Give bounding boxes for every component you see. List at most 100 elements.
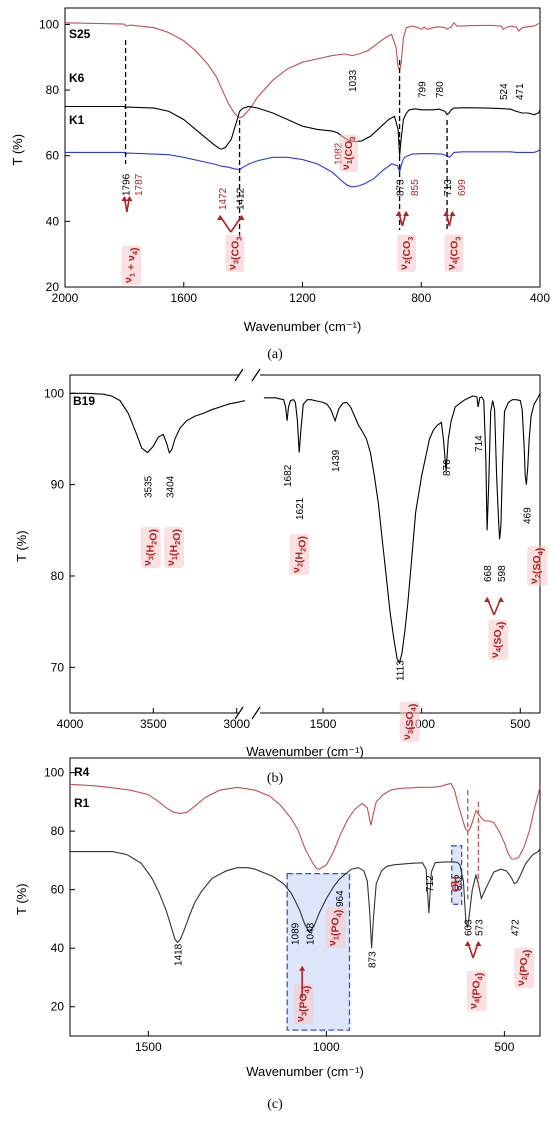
assignment-a-0-part: + ν [125, 255, 137, 273]
assignment-b-4-part: ν [489, 652, 501, 658]
assignment-b-0-highlight [140, 527, 161, 568]
panel-caption-a: (a) [267, 347, 283, 362]
y-tick-label-c: 80 [51, 824, 65, 838]
assignment-a-2-text: ν1(CO3 [340, 137, 357, 170]
assignment-b-2-highlight [289, 534, 310, 575]
series-line-b19-left [70, 392, 246, 454]
peak-label-a: 1472 [218, 187, 229, 210]
peak-label-c: 964 [335, 890, 346, 907]
peak-label-a: 524 [499, 83, 510, 100]
series-label-b19: B19 [73, 394, 95, 408]
x-tick-label-b: 1500 [310, 717, 337, 731]
arrow-a-4-head-right [449, 211, 456, 216]
assignment-b-3-text: ν3(SO4) [401, 704, 419, 740]
peak-label-b: 876 [442, 459, 453, 476]
peak-label-b: 714 [474, 435, 485, 452]
highlight-box-po4 [286, 872, 351, 1031]
assignment-b-0-part: ν [142, 560, 154, 566]
y-tick-label-c: 60 [51, 883, 65, 897]
series-line-s25 [64, 21, 541, 119]
peak-label-a: 471 [515, 83, 526, 100]
y-tick-label-c: 40 [51, 941, 65, 955]
assignment-b-5-highlight [527, 545, 548, 586]
assignment-c-3-sub: 4 [473, 998, 482, 1003]
axis-break-mark-b [234, 706, 244, 720]
assignment-c-2-part: OH [450, 876, 462, 892]
assignment-b-4-highlight [488, 619, 509, 660]
assignment-b-0-text: ν3(H2O) [142, 529, 160, 566]
y-tick-label-b: 80 [51, 569, 65, 583]
arrow-a-0-head-right [126, 196, 133, 201]
axis-break-mark-top-b [234, 368, 244, 382]
arrow-c-po4-head [299, 965, 306, 971]
assignment-c-4-highlight [514, 947, 535, 988]
y-axis-label-c: T (%) [14, 883, 29, 915]
assignment-c-0-highlight [293, 983, 314, 1024]
peak-label-a: 855 [410, 179, 421, 196]
arrow-c-head-right [475, 941, 482, 946]
assignment-a-0-sub: 1 [127, 273, 136, 277]
assignment-a-0-part: ν [122, 277, 134, 283]
x-tick-label-a: 1200 [289, 291, 316, 305]
assignment-c-3-text: ν4(PO4) [468, 973, 486, 1009]
arrow-a-1-head-left [216, 215, 223, 220]
assignment-c-3-part: (PO [471, 980, 483, 999]
peak-label-a: 1412 [236, 187, 247, 210]
assignment-c-4-part: (PO [518, 957, 530, 976]
peak-label-b: 1621 [295, 497, 306, 520]
series-label-s25: S25 [69, 27, 91, 41]
plot-frame-c [69, 757, 541, 1037]
assignment-c-4-text: ν2(PO4) [515, 950, 533, 986]
assignment-b-2-part: (H [293, 552, 305, 563]
x-tick-label-b: 4000 [57, 717, 84, 731]
assignment-a-1-sub: 3 [234, 237, 243, 241]
arrow-a-4-head-left [443, 211, 450, 216]
assignment-b-2-sub: 2 [295, 563, 304, 567]
assignment-c-1-part: ν [327, 940, 339, 946]
y-tick-label-c: 20 [51, 1000, 65, 1014]
peak-label-b: 469 [522, 507, 533, 524]
x-tick-label-a: 800 [411, 291, 431, 305]
assignment-b-0-sub: 3 [147, 556, 156, 560]
assignment-a-3-part: (CO [401, 241, 413, 260]
arrow-a-0-head-left [121, 196, 128, 201]
assignment-a-4-highlight [444, 234, 464, 272]
assignment-c-3-part: ν [468, 1003, 480, 1009]
peak-label-c: 873 [368, 951, 379, 968]
series-line-k1 [65, 148, 541, 188]
assignment-c-1: ν1(PO4) [325, 907, 346, 948]
assignment-c-4-sub: 2 [520, 976, 529, 980]
assignment-c-1-part: ) [333, 910, 345, 914]
assignment-b-0-sub: 2 [150, 541, 159, 545]
x-tick-label-b: 3500 [140, 717, 167, 731]
series-line-k6 [65, 105, 541, 156]
arrow-a-3-head-left [395, 211, 402, 216]
arrow-b-head-right [497, 597, 504, 602]
y-tick-label-b: 70 [51, 660, 65, 674]
series-line-r4 [69, 782, 541, 870]
x-tick-label-a: 2000 [52, 291, 79, 305]
assignment-c-1-text: ν1(PO4) [327, 910, 345, 946]
x-axis-label-a: Wavenumber (cm⁻¹) [244, 319, 362, 334]
assignment-b-2-sub: 2 [298, 548, 307, 552]
y-tick-label-c: 100 [44, 766, 64, 780]
peak-label-c: 1048 [305, 922, 316, 945]
series-label-k1: K1 [69, 113, 85, 127]
peak-label-a: 699 [457, 179, 468, 196]
assignment-c-3-sub: 4 [476, 975, 485, 980]
assignment-c-0-part: (PO [298, 993, 310, 1012]
assignment-a-0-text: ν1 + ν4) [122, 248, 140, 284]
assignment-a-2-sub: 3 [348, 137, 357, 141]
assignment-a-2-part: (CO [343, 141, 355, 160]
x-tick-label-b: 500 [510, 717, 530, 731]
assignment-c-0-sub: 4 [303, 988, 312, 993]
assignment-a-1-part: ν [226, 264, 238, 270]
assignment-b-3-part: ν [401, 734, 413, 740]
y-axis-label-b: T (%) [14, 530, 29, 562]
peak-label-a: 1787 [134, 173, 145, 196]
assignment-b-1-text: ν1(H2O) [165, 529, 183, 566]
x-tick-label-c: 1000 [313, 1040, 340, 1054]
assignment-b-5-sub: 4 [536, 550, 545, 555]
